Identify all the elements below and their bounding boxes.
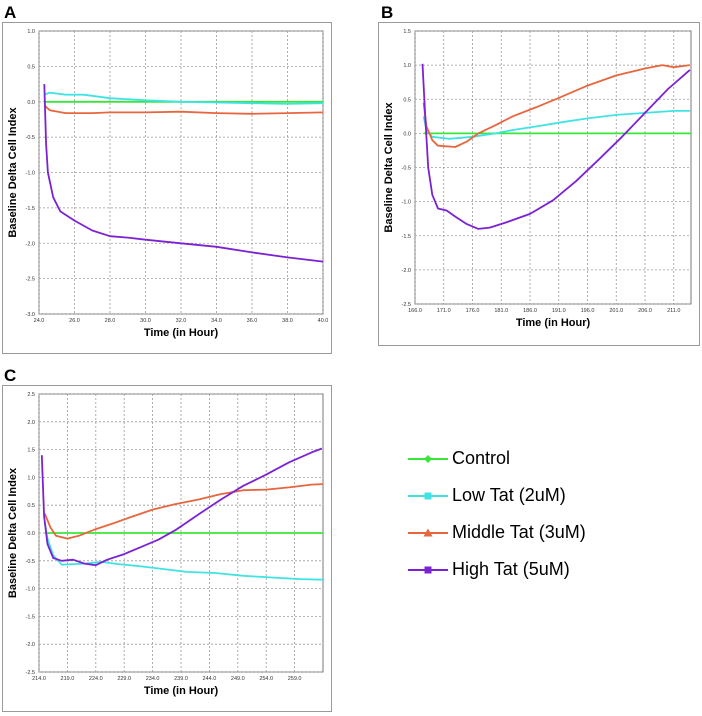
y-tick-label: -1.5 xyxy=(26,206,35,212)
x-tick-label: 36.0 xyxy=(247,318,258,324)
panel-label-a: A xyxy=(4,3,17,22)
y-tick-label: -3.0 xyxy=(26,312,35,318)
series-line-high-tat-5um xyxy=(43,84,324,263)
x-tick-label: 181.0 xyxy=(494,308,508,314)
y-tick-label: -1.0 xyxy=(26,171,35,177)
chart-a-frame: 1.0 0.5 0.0 -0.5 -1.0 -1.5 -2.0 -2.5 -3.0 24.0 26.… xyxy=(2,22,332,354)
x-tick-label: 166.0 xyxy=(408,308,422,314)
x-tick-label: 171.0 xyxy=(437,308,451,314)
y-axis-label: Baseline Delta Cell Index xyxy=(7,107,19,238)
series-line-low-tat-2um xyxy=(422,110,690,140)
x-tick-label: 259.0 xyxy=(288,676,302,682)
x-axis-label: Time (in Hour) xyxy=(516,317,591,329)
legend-diamond-marker xyxy=(424,454,432,463)
y-tick-label: -0.5 xyxy=(26,135,35,141)
x-tick-label: 191.0 xyxy=(552,308,566,314)
legend-marker-middle-tat xyxy=(408,528,448,536)
legend-square-marker xyxy=(424,492,432,499)
legend-item-middle-tat: Middle Tat (3uM) xyxy=(408,514,586,551)
x-tick-label: 229.0 xyxy=(117,676,131,682)
x-tick-label: 254.0 xyxy=(259,676,273,682)
legend-label-low-tat: Low Tat (2uM) xyxy=(452,485,566,505)
legend-marker-low-tat xyxy=(408,492,448,499)
y-tick-label: 0.0 xyxy=(27,531,35,537)
x-tick-label: 234.0 xyxy=(146,676,160,682)
x-tick-label: 30.0 xyxy=(140,318,151,324)
chart-c-frame: 2.5 2.0 1.5 1.0 0.5 0.0 -0.5 -1.0 -1.5 -2.0 -2.5 21… xyxy=(2,385,332,712)
panel-label-b: B xyxy=(381,3,394,22)
y-tick-label: 0.0 xyxy=(403,131,411,137)
y-tick-label: -1.0 xyxy=(402,200,411,206)
y-axis-label: Baseline Delta Cell Index xyxy=(383,102,395,233)
x-tick-label: 201.0 xyxy=(609,308,623,314)
panel-label-c: C xyxy=(4,366,17,385)
y-tick-label: 0.5 xyxy=(403,97,411,103)
y-tick-label: -2.0 xyxy=(26,642,35,648)
x-tick-label: 28.0 xyxy=(105,318,116,324)
series-line-high-tat-5um xyxy=(40,447,323,567)
series-line-high-tat-5um xyxy=(421,63,691,230)
series-line-middle-tat-3um xyxy=(43,104,324,115)
x-tick-label: 186.0 xyxy=(523,308,537,314)
y-tick-label: 1.0 xyxy=(403,63,411,69)
series-line-middle-tat-3um xyxy=(43,483,324,540)
x-tick-label: 196.0 xyxy=(581,308,595,314)
legend-label-control: Control xyxy=(452,448,511,468)
series-line-low-tat-2um xyxy=(43,91,324,105)
x-tick-label: 32.0 xyxy=(176,318,187,324)
y-tick-label: 2.0 xyxy=(27,420,35,426)
y-tick-label: -1.5 xyxy=(26,614,35,620)
x-tick-label: 219.0 xyxy=(61,676,75,682)
legend-marker-high-tat xyxy=(408,566,448,573)
y-tick-label: -1.0 xyxy=(26,587,35,593)
y-tick-label: -0.5 xyxy=(402,166,411,172)
x-tick-label: 244.0 xyxy=(203,676,217,682)
y-tick-label: 1.0 xyxy=(27,29,35,35)
chart-a: 1.0 0.5 0.0 -0.5 -1.0 -1.5 -2.0 -2.5 -3.024.0 26.… xyxy=(7,29,329,339)
x-tick-label: 26.0 xyxy=(69,318,80,324)
x-tick-label: 176.0 xyxy=(466,308,480,314)
legend-item-control: Control xyxy=(408,440,586,477)
y-tick-label: -0.5 xyxy=(26,559,35,565)
y-tick-label: -2.0 xyxy=(402,268,411,274)
y-axis-label: Baseline Delta Cell Index xyxy=(7,467,19,598)
legend-triangle-marker xyxy=(423,528,433,536)
y-tick-label: 1.5 xyxy=(403,29,411,35)
chart-b-frame: 1.5 1.0 0.5 0.0 -0.5 -1.0 -1.5 -2.0 -2.5 166.0 171… xyxy=(378,22,700,346)
legend-item-high-tat: High Tat (5uM) xyxy=(408,551,586,588)
legend-label-middle-tat: Middle Tat (3uM) xyxy=(452,522,586,542)
legend: Control Low Tat (2uM) Middle Tat (3uM) H… xyxy=(408,440,586,588)
y-tick-label: -2.5 xyxy=(402,302,411,308)
legend-square-marker xyxy=(424,566,432,573)
legend-item-low-tat: Low Tat (2uM) xyxy=(408,477,586,514)
y-tick-label: -2.0 xyxy=(26,241,35,247)
x-tick-label: 38.0 xyxy=(282,318,293,324)
series-line-middle-tat-3um xyxy=(422,64,691,148)
x-tick-label: 40.0 xyxy=(318,318,329,324)
x-axis-label: Time (in Hour) xyxy=(144,327,219,339)
y-tick-label: 1.5 xyxy=(27,448,35,454)
y-tick-label: -1.5 xyxy=(402,234,411,240)
x-tick-label: 249.0 xyxy=(231,676,245,682)
x-tick-label: 211.0 xyxy=(667,308,680,314)
legend-marker-control xyxy=(408,454,448,463)
x-tick-label: 206.0 xyxy=(638,308,652,314)
y-tick-label: 0.5 xyxy=(27,64,35,70)
x-axis-label: Time (in Hour) xyxy=(144,685,219,697)
y-tick-label: 0.0 xyxy=(27,100,35,106)
y-tick-label: 2.5 xyxy=(27,392,35,398)
y-tick-label: -2.5 xyxy=(26,670,35,676)
x-tick-label: 24.0 xyxy=(34,318,45,324)
legend-label-high-tat: High Tat (5uM) xyxy=(452,559,570,579)
x-tick-label: 224.0 xyxy=(89,676,103,682)
y-tick-label: 0.5 xyxy=(27,503,35,509)
x-tick-label: 239.0 xyxy=(174,676,188,682)
y-tick-label: -2.5 xyxy=(26,277,35,283)
y-tick-label: 1.0 xyxy=(27,475,35,481)
x-tick-label: 34.0 xyxy=(211,318,222,324)
chart-c: 2.52.01.51.00.50.0-0.5-1.0-1.5-2.0-2.521… xyxy=(7,392,324,697)
x-tick-label: 214.0 xyxy=(32,676,46,682)
